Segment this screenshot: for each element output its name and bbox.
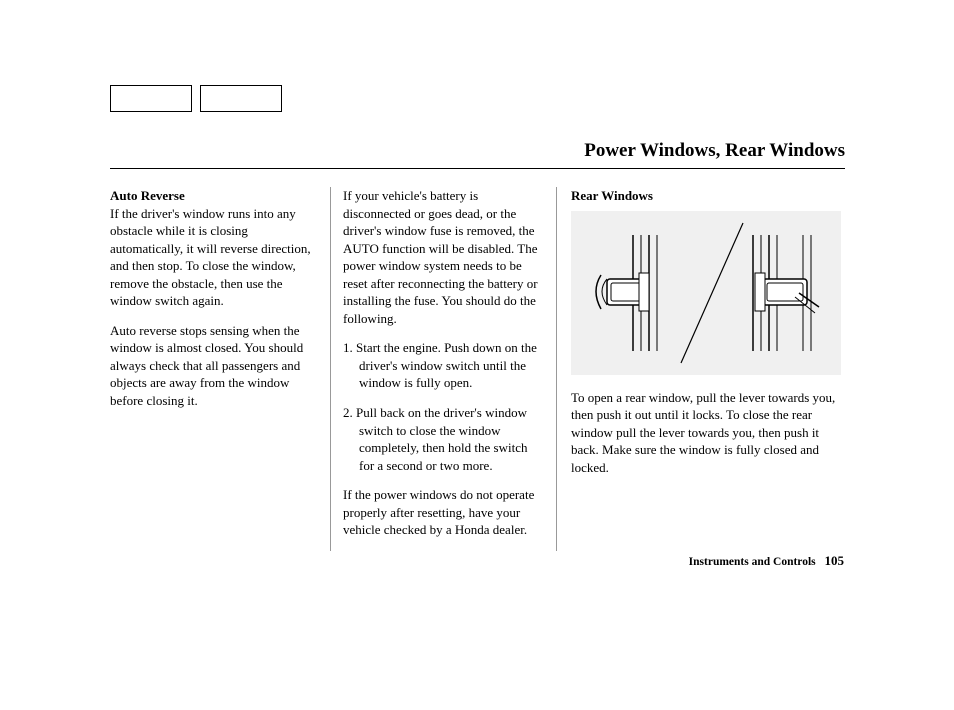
column-2: If your vehicle's battery is disconnecte… [330,187,556,551]
col2-p2: If the power windows do not operate prop… [343,486,542,539]
header-box-2 [200,85,282,112]
page-title: Power Windows, Rear Windows [110,140,845,162]
header-boxes [110,85,845,112]
content-columns: Auto Reverse If the driver's window runs… [110,187,845,551]
col3-p1: To open a rear window, pull the lever to… [571,389,844,477]
auto-reverse-block: Auto Reverse If the driver's window runs… [110,187,312,310]
footer-page-number: 105 [825,553,845,568]
title-row: Power Windows, Rear Windows [110,140,845,169]
auto-reverse-heading: Auto Reverse [110,188,185,203]
header-box-1 [110,85,192,112]
latch-diagram-svg [571,211,841,375]
rear-windows-heading: Rear Windows [571,187,844,205]
column-1: Auto Reverse If the driver's window runs… [110,187,330,551]
col2-step1: 1. Start the engine. Push down on the dr… [343,339,542,392]
col1-p2: Auto reverse stops sensing when the wind… [110,322,312,410]
col1-p1: If the driver's window runs into any obs… [110,206,311,309]
col2-p1: If your vehicle's battery is disconnecte… [343,187,542,327]
footer-section: Instruments and Controls [689,556,816,568]
page-footer: Instruments and Controls 105 [689,553,844,569]
column-3: Rear Windows [556,187,844,551]
rear-window-illustration [571,211,841,375]
col2-step2: 2. Pull back on the driver's window swit… [343,404,542,474]
